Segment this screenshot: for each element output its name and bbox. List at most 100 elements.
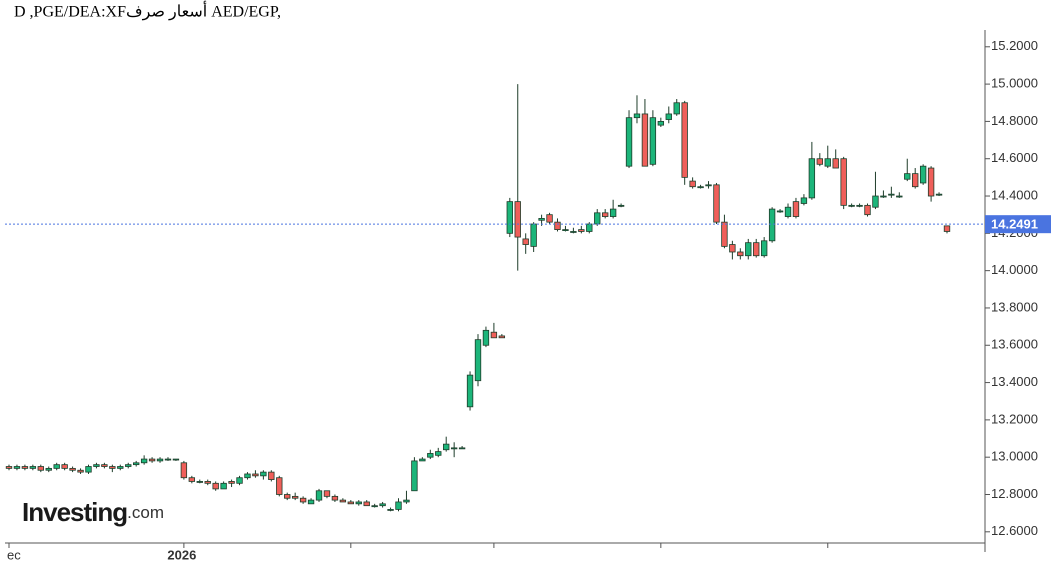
- candle-body: [45, 467, 52, 471]
- candle-body: [220, 482, 227, 490]
- candle-body: [729, 244, 736, 253]
- candle-body: [125, 464, 132, 467]
- candle-body: [77, 469, 84, 473]
- y-tick-label: 12.6000: [991, 523, 1038, 538]
- candle-body: [594, 212, 601, 225]
- candle-body: [411, 460, 418, 492]
- y-tick-label: 13.8000: [991, 299, 1038, 314]
- candle-body: [299, 497, 307, 503]
- candle-body: [61, 464, 68, 469]
- candle-body: [689, 180, 696, 188]
- candle-body: [864, 204, 871, 216]
- candle-body: [792, 201, 800, 217]
- candle-body: [252, 473, 259, 477]
- candle-body: [888, 193, 895, 196]
- last-price-box: [985, 215, 1051, 234]
- y-tick-label: 13.0000: [991, 449, 1038, 464]
- candle-body: [943, 225, 951, 232]
- candle-body: [641, 113, 649, 167]
- candle-body: [745, 242, 752, 257]
- candle-body: [355, 501, 362, 505]
- candle-body: [609, 208, 617, 217]
- candle-body: [737, 251, 744, 257]
- candle-body: [506, 201, 513, 234]
- y-tick-label: 12.8000: [991, 486, 1038, 501]
- y-tick-label: 13.6000: [991, 337, 1038, 352]
- candle-body: [784, 206, 792, 217]
- candle-body: [212, 482, 219, 490]
- y-tick-label: 13.2000: [991, 411, 1038, 426]
- candle-body: [403, 499, 410, 503]
- candle-body: [435, 451, 442, 456]
- candle-body: [387, 509, 394, 511]
- candle-body: [705, 184, 712, 187]
- candle-body: [172, 458, 180, 461]
- candle-body: [530, 223, 537, 247]
- candle-body: [379, 503, 386, 507]
- candle-body: [522, 238, 529, 245]
- candle-body: [768, 208, 776, 242]
- candle-body: [816, 158, 823, 165]
- candle-body: [872, 195, 879, 208]
- candle-body: [721, 221, 728, 247]
- candle-body: [570, 231, 577, 233]
- y-tick-label: 14.8000: [991, 113, 1038, 128]
- candle-body: [586, 223, 593, 232]
- candle-body: [776, 210, 784, 213]
- candle-body: [307, 499, 315, 505]
- candle-body: [848, 204, 855, 207]
- candle-body: [633, 113, 641, 119]
- candle-body: [538, 218, 545, 221]
- candle-body: [554, 221, 561, 231]
- candle-body: [371, 505, 378, 508]
- candle-body: [578, 229, 585, 232]
- candle-body: [665, 113, 672, 120]
- candle-body: [101, 464, 108, 467]
- logo-brand: Investing.com: [22, 497, 164, 527]
- candle-body: [896, 195, 903, 198]
- candle-body: [753, 242, 760, 257]
- candle-body: [164, 458, 172, 461]
- candle-body: [228, 481, 235, 484]
- candle-body: [840, 158, 847, 206]
- candle-body: [562, 229, 569, 232]
- last-price-label: 14.2491: [991, 217, 1038, 232]
- y-tick-label: 14.4000: [991, 187, 1038, 202]
- candle-body: [617, 204, 625, 207]
- candle-body: [419, 458, 426, 462]
- candle-body: [284, 494, 291, 499]
- candle-body: [5, 466, 13, 469]
- candle-body: [363, 501, 370, 507]
- candle-body: [824, 158, 831, 167]
- candle-body: [29, 466, 37, 469]
- candle-body: [244, 473, 251, 479]
- y-tick-label: 15.0000: [991, 76, 1038, 91]
- candle-body: [800, 197, 808, 204]
- candle-body: [546, 214, 553, 223]
- candle-body: [291, 495, 299, 499]
- candle-body: [466, 374, 474, 408]
- candle-body: [498, 335, 506, 339]
- candle-body: [140, 458, 148, 464]
- candle-body: [443, 443, 450, 451]
- candle-body: [347, 501, 354, 505]
- candle-body: [697, 186, 704, 189]
- candle-body: [490, 331, 498, 339]
- candle-body: [649, 117, 657, 165]
- candle-body: [37, 466, 44, 471]
- candle-body: [69, 467, 76, 471]
- candle-body: [673, 102, 680, 115]
- candle-body: [427, 453, 434, 458]
- candle-body: [109, 466, 116, 469]
- candle-body: [681, 102, 688, 178]
- x-tick-label: 2026: [167, 547, 196, 562]
- chart-title: D ,PGE/DEA:XFأسعار صرف AED/EGP,: [14, 1, 281, 21]
- candle-body: [450, 447, 458, 450]
- candle-body: [935, 193, 943, 196]
- candle-body: [832, 158, 839, 169]
- candle-body: [93, 464, 100, 467]
- candle-body: [196, 481, 203, 483]
- candle-body: [260, 471, 267, 477]
- y-tick-label: 14.6000: [991, 150, 1038, 165]
